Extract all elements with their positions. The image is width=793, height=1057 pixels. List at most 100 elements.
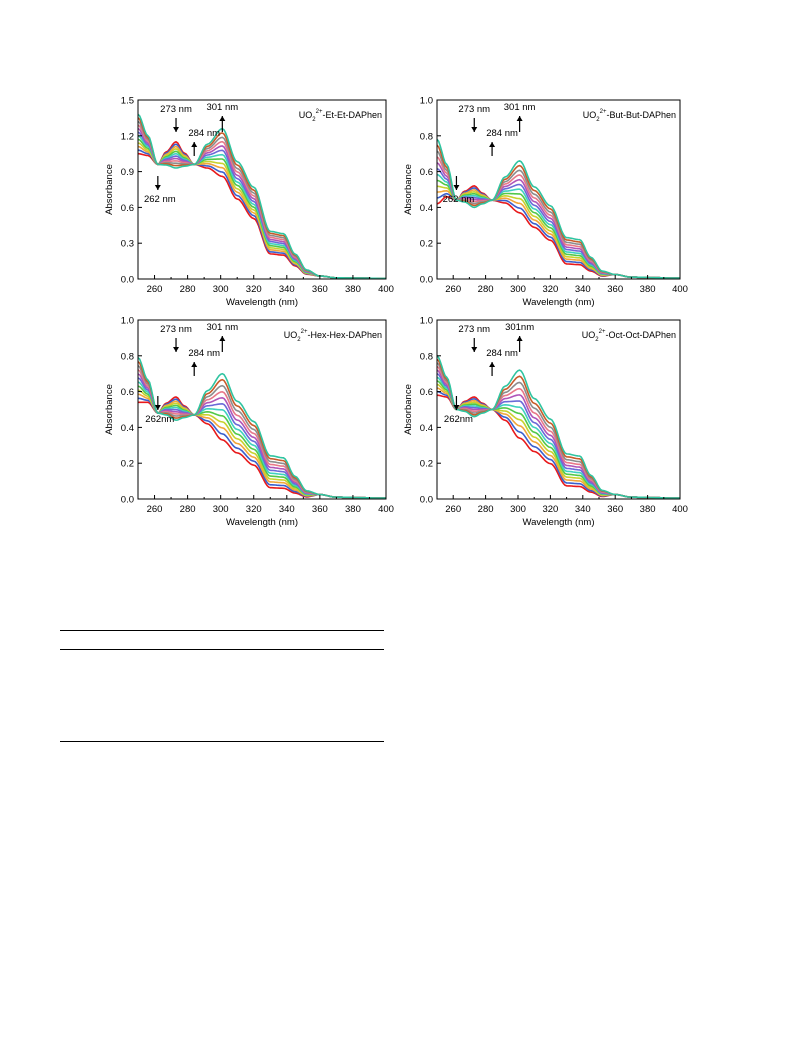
arrowhead (219, 116, 226, 121)
annotation-label: 273 nm (458, 324, 490, 335)
annotation-284nm: 284 nm (486, 128, 518, 156)
spectrum-curve-9 (437, 156, 680, 279)
annotation-262nm: 262 nm (443, 176, 475, 205)
x-tick-label: 400 (672, 284, 688, 295)
chart-panel-bottom-right: 260 280 300 320 340 360 380 400 0.0 0.2 0.4 0.6 0.8 1… (403, 316, 688, 529)
panel-title: UO22+-Hex-Hex-DAPhen (284, 329, 382, 343)
annotation-label: 301 nm (206, 102, 238, 113)
y-tick-label: 0.2 (121, 459, 134, 470)
y-axis-label: Absorbance (104, 164, 115, 215)
y-tick-label: 0.9 (121, 167, 134, 178)
annotation-262nm: 262 nm (144, 176, 176, 205)
curve-group (437, 355, 680, 499)
arrowhead (489, 142, 496, 147)
y-axis-label: Absorbance (403, 164, 414, 215)
annotation-284nm: 284 nm (188, 128, 220, 156)
arrowhead (453, 185, 460, 190)
annotation-label: 301 nm (504, 102, 536, 113)
x-tick-label: 280 (478, 504, 494, 515)
y-tick-label: 1.2 (121, 131, 134, 142)
annotation-label: 262nm (444, 414, 473, 425)
chart-panel-top-left: 260 280 300 320 340 360 380 400 0.0 0.3 0.6 0.9 1.2 1… (104, 96, 394, 309)
table-header-rule (60, 649, 384, 650)
panel-title: UO22+-Et-Et-DAPhen (299, 109, 382, 123)
x-axis-label: Wavelength (nm) (523, 297, 595, 308)
spectrum-curve-9 (138, 369, 386, 499)
y-tick-label: 0.0 (121, 495, 134, 506)
annotation-284nm: 284 nm (188, 348, 220, 376)
plot-frame (436, 99, 681, 280)
y-tick-label: 0.4 (121, 423, 134, 434)
x-tick-label: 260 (445, 284, 461, 295)
x-axis-label: Wavelength (nm) (523, 517, 595, 528)
arrowhead (173, 127, 180, 132)
table-top-rule (60, 630, 384, 631)
annotation-301nm: 301 nm (504, 102, 536, 132)
annotation-label: 284 nm (486, 348, 518, 359)
panel-title: UO22+-Oct-Oct-DAPhen (582, 329, 676, 343)
figure-panels: 260 280 300 320 340 360 380 400 0.0 0.3 0.6 0.9 1.2 1… (104, 96, 688, 529)
x-tick-label: 280 (180, 504, 196, 515)
y-tick-label: 0.0 (420, 275, 433, 286)
arrowhead (471, 127, 478, 132)
x-axis-label: Wavelength (nm) (226, 297, 298, 308)
x-tick-label: 340 (575, 284, 591, 295)
arrowhead (154, 185, 161, 190)
y-tick-label: 0.6 (420, 387, 433, 398)
table-bottom-rule (60, 741, 384, 742)
spectrum-curve-9 (437, 365, 680, 499)
y-axis-label: Absorbance (403, 384, 414, 435)
x-tick-label: 360 (312, 284, 328, 295)
y-tick-label: 0.2 (420, 459, 433, 470)
x-axis-label: Wavelength (nm) (226, 517, 298, 528)
arrowhead (516, 336, 523, 341)
spectrum-curve-10 (437, 150, 680, 279)
annotation-label: 284 nm (486, 128, 518, 139)
annotation-273nm: 273 nm (160, 104, 192, 132)
y-tick-label: 1.0 (420, 316, 433, 327)
arrowhead (191, 362, 198, 367)
y-tick-label: 0.8 (420, 351, 433, 362)
annotation-301nm: 301nm (505, 322, 534, 352)
x-tick-label: 400 (672, 504, 688, 515)
y-tick-label: 0.2 (420, 239, 433, 250)
spectrum-curve-12 (437, 355, 680, 499)
y-tick-label: 0.3 (121, 239, 134, 250)
panel-title: UO22+-But-But-DAPhen (583, 109, 676, 123)
y-tick-label: 0.6 (121, 387, 134, 398)
x-tick-label: 400 (378, 284, 394, 295)
x-tick-label: 320 (246, 504, 262, 515)
arrowhead (516, 116, 523, 121)
annotation-262nm: 262nm (444, 396, 473, 425)
x-tick-label: 340 (279, 284, 295, 295)
spectrum-curve-11 (437, 144, 680, 279)
arrowhead (489, 362, 496, 367)
x-tick-label: 260 (445, 504, 461, 515)
x-tick-label: 260 (147, 504, 163, 515)
annotation-301nm: 301 nm (206, 102, 238, 132)
arrowhead (219, 336, 226, 341)
absorbance-figure: 260 280 300 320 340 360 380 400 0.0 0.3 0.6 0.9 1.2 1… (104, 96, 688, 529)
spectrum-curve-12 (138, 357, 386, 499)
x-tick-label: 340 (575, 504, 591, 515)
annotation-label: 273 nm (458, 104, 490, 115)
annotation-273nm: 273 nm (160, 324, 192, 352)
x-tick-label: 300 (510, 284, 526, 295)
annotation-262nm: 262nm (145, 396, 174, 425)
x-tick-label: 300 (510, 504, 526, 515)
annotation-label: 262 nm (443, 194, 475, 205)
y-tick-label: 0.0 (420, 495, 433, 506)
y-tick-label: 0.6 (121, 203, 134, 214)
x-tick-label: 360 (607, 284, 623, 295)
spectrum-curve-11 (437, 358, 680, 499)
annotation-label: 301nm (505, 322, 534, 333)
arrowhead (154, 405, 161, 410)
annotation-label: 262 nm (144, 194, 176, 205)
x-tick-label: 360 (607, 504, 623, 515)
spectrum-curve-12 (138, 113, 386, 279)
plot-frame (137, 319, 387, 500)
y-tick-label: 0.8 (121, 351, 134, 362)
y-axis-label: Absorbance (104, 384, 115, 435)
annotation-label: 273 nm (160, 324, 192, 335)
annotation-273nm: 273 nm (458, 104, 490, 132)
